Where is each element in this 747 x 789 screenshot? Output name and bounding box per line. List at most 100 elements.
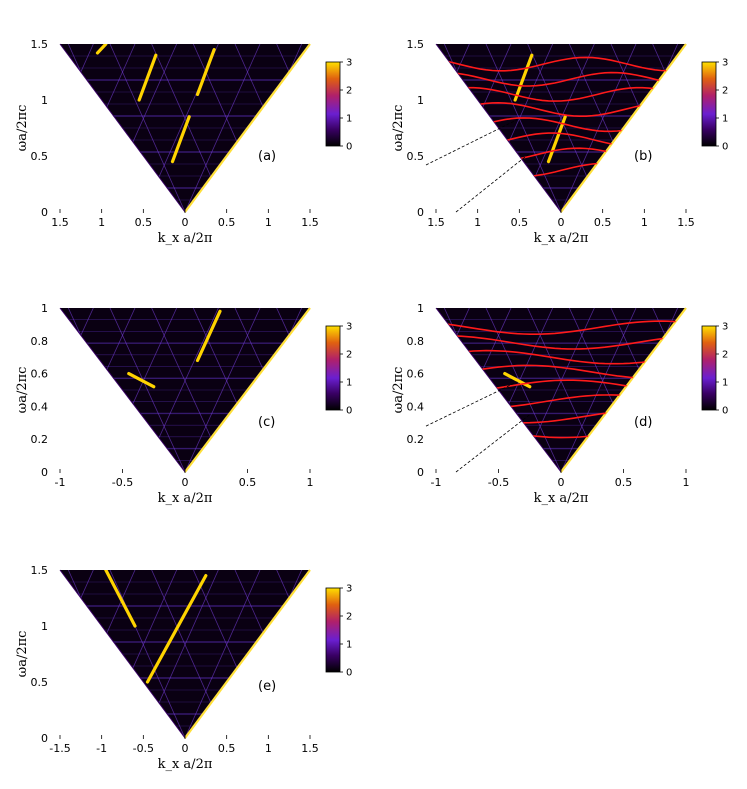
folded-band-line: [685, 308, 686, 472]
colorbar-tick-label: 3: [346, 322, 352, 333]
folded-band-line: [309, 308, 310, 472]
y-axis-label: ωa/2πc: [15, 631, 30, 678]
y-tick-label: 1.5: [31, 564, 49, 577]
light-line-left: [59, 569, 186, 739]
folded-band-line: [311, 308, 386, 472]
resonance-mark: [95, 44, 108, 55]
folded-band-line: [60, 44, 61, 212]
folded-band-line: [0, 570, 10, 738]
y-tick-label: 1.5: [31, 38, 49, 51]
colorbar-tick-label: 0: [722, 406, 728, 417]
folded-band-line: [352, 308, 427, 472]
dispersion-curve: [436, 56, 686, 72]
dispersion-curve: [436, 320, 686, 335]
x-tick-label: -1: [96, 742, 107, 755]
folded-band-line: [485, 308, 562, 472]
light-line-left: [59, 307, 186, 473]
y-tick-label: 0.5: [31, 150, 49, 163]
x-tick-label: 1: [265, 216, 272, 229]
folded-band-line: [109, 308, 186, 472]
x-tick-label: 0: [182, 216, 189, 229]
x-tick-label: 0.5: [135, 216, 153, 229]
colorbar-tick-label: 1: [722, 114, 728, 125]
colorbar-tick-label: 0: [722, 142, 728, 153]
resonance-mark: [513, 53, 534, 102]
x-tick-label: 0.5: [511, 216, 529, 229]
guide-dashed-line: [425, 119, 518, 166]
colorbar-tick-label: 2: [346, 612, 352, 623]
folded-band-line: [276, 44, 310, 212]
dispersion-curve: [436, 86, 686, 102]
dispersion-curve: [436, 335, 686, 350]
resonance-mark: [195, 47, 216, 97]
colorbar-tick-label: 2: [722, 350, 728, 361]
resonance-mark: [137, 53, 158, 102]
colorbar-tick-label: 2: [346, 86, 352, 97]
light-line-right: [184, 43, 311, 213]
folded-band-line: [276, 570, 310, 738]
x-tick-label: 0.5: [218, 742, 236, 755]
x-tick-label: 0: [182, 742, 189, 755]
folded-band-line: [352, 44, 427, 212]
folded-band-line: [652, 44, 686, 212]
dispersion-curve: [436, 71, 686, 87]
x-tick-label: 1: [474, 216, 481, 229]
y-axis-label: ωa/2πc: [15, 367, 30, 414]
y-tick-label: 0.5: [31, 676, 49, 689]
folded-band-line: [0, 44, 10, 212]
x-tick-label: 0.5: [615, 476, 633, 489]
colorbar-tick-label: 1: [346, 378, 352, 389]
folded-band-line: [728, 44, 747, 212]
x-tick-label: -0.5: [112, 476, 133, 489]
guide-dashed-line: [455, 414, 530, 473]
colorbar-tick-label: 3: [346, 584, 352, 595]
y-axis-label: ωa/2πc: [391, 105, 406, 152]
resonance-mark: [170, 115, 191, 164]
folded-band-line: [309, 44, 310, 212]
colorbar-tick-label: 0: [346, 142, 352, 153]
y-tick-label: 1: [417, 94, 424, 107]
folded-band-line: [109, 44, 186, 212]
x-axis-label: k_x a/2π: [534, 231, 589, 246]
x-tick-label: 0.5: [594, 216, 612, 229]
colorbar: [325, 587, 341, 673]
resonance-mark: [195, 309, 222, 363]
panel-label: (c): [258, 415, 275, 430]
panel-d: 0 0.2 0.4 0.6 0.8 1 -1 -0.5 0 0.5 1 k_x a/2π ωa/2πc (…: [311, 302, 747, 506]
folded-band-line: [352, 570, 427, 738]
x-tick-label: 1: [641, 216, 648, 229]
colorbar: [701, 325, 717, 411]
panel-label: (d): [634, 415, 652, 430]
y-tick-label: 0.2: [31, 433, 49, 446]
folded-band-line: [736, 308, 747, 472]
x-tick-label: 0: [558, 476, 565, 489]
folded-band-line: [60, 570, 61, 738]
folded-band-line: [109, 570, 186, 738]
y-tick-label: 1: [417, 302, 424, 315]
y-tick-label: 0.2: [407, 433, 425, 446]
folded-band-line: [0, 308, 10, 472]
x-axis-label: k_x a/2π: [534, 491, 589, 506]
x-axis-label: k_x a/2π: [158, 491, 213, 506]
folded-band-line: [311, 44, 386, 212]
y-axis-label: ωa/2πc: [391, 367, 406, 414]
panel-label: (a): [258, 149, 276, 164]
folded-band-line: [435, 570, 510, 738]
resonance-mark: [127, 372, 156, 389]
panel-b: 0 0.5 1 1.5 1.5 1 0.5 0 0.5 1 1.5 k_x a/2π ωa/2πc (b)…: [311, 38, 747, 246]
y-tick-label: 0: [417, 466, 424, 479]
y-axis-label: ωa/2πc: [15, 105, 30, 152]
x-tick-label: 1: [683, 476, 690, 489]
panel-label: (b): [634, 149, 652, 164]
y-tick-label: 0: [417, 206, 424, 219]
y-tick-label: 0.4: [31, 400, 49, 413]
colorbar: [325, 325, 341, 411]
colorbar-tick-label: 0: [346, 406, 352, 417]
x-tick-label: 0: [182, 476, 189, 489]
y-tick-label: 1: [41, 94, 48, 107]
x-tick-label: -1: [431, 476, 442, 489]
x-tick-label: 1.5: [51, 216, 69, 229]
colorbar-tick-label: 1: [346, 640, 352, 651]
x-tick-label: -0.5: [488, 476, 509, 489]
x-axis-label: k_x a/2π: [158, 757, 213, 772]
